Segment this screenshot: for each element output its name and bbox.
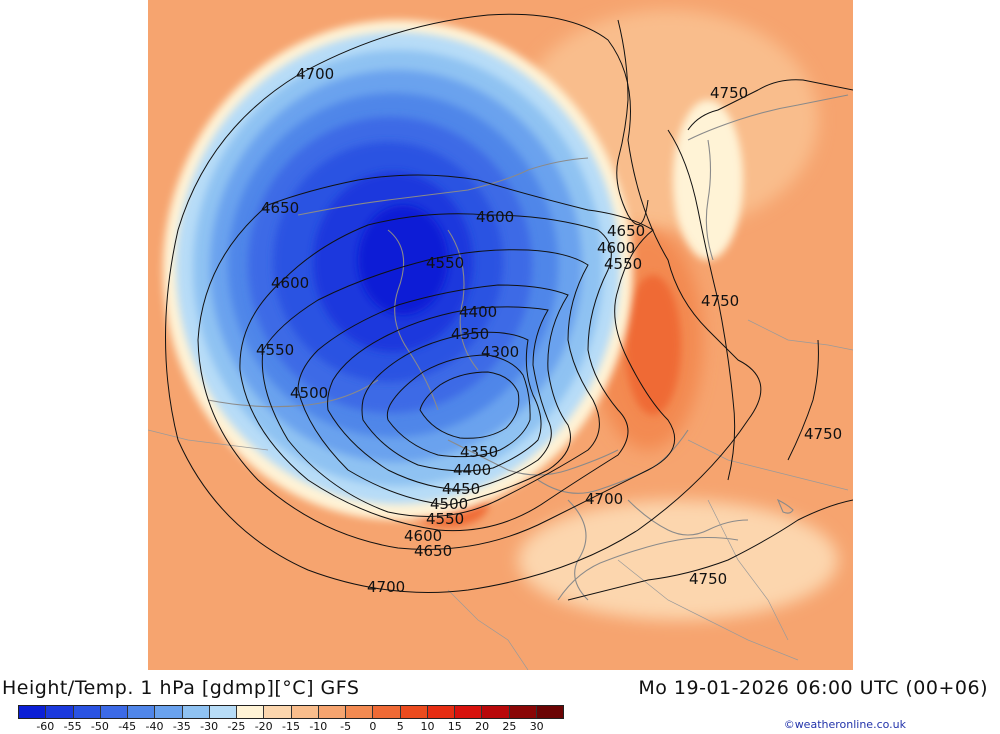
contour-label: 4650 [261,199,299,217]
legend-tick-label: -50 [90,720,109,733]
legend-tick-label: 20 [475,720,490,733]
contour-label: 4300 [481,343,519,361]
legend-tick-label: -15 [282,720,300,733]
contour-label: 4350 [460,443,498,461]
contour-label: 4550 [604,255,642,273]
contour-label: 4550 [426,510,464,528]
legend-swatch [128,706,156,718]
contour-label: 4500 [290,384,328,402]
legend-tick-label: -20 [254,720,273,733]
legend-tick-label: 10 [420,720,435,733]
legend-tick-label: 30 [529,720,544,733]
weather-map: 4700 4750 4650 4600 4650 4600 4550 4550 … [148,0,853,670]
contour-label: 4700 [585,490,623,508]
contour-label: 4550 [426,254,464,272]
legend-tick-label: -35 [172,720,191,733]
legend-swatch [46,706,74,718]
legend-tick-label: 0 [369,720,377,733]
legend-swatch [427,706,455,718]
coastlines [207,94,849,601]
legend-swatch [318,706,346,718]
forecast-datetime: Mo 19-01-2026 06:00 UTC (00+06) [638,677,988,699]
contour-label: 4550 [256,341,294,359]
height-temperature-map-svg: 4700 4750 4650 4600 4650 4600 4550 4550 … [148,0,853,670]
temperature-color-scale [18,705,564,719]
legend-tick-label: 5 [396,720,404,733]
legend-tick-label: -55 [63,720,82,733]
contour-label: 4750 [804,425,842,443]
legend-swatch [346,706,374,718]
contour-label: 4700 [296,65,334,83]
legend-swatch [19,706,47,718]
contour-label: 4600 [404,527,442,545]
contour-label: 4600 [271,274,309,292]
contour-label: 4750 [701,292,739,310]
legend-swatch [400,706,428,718]
color-scale-ticks: -60 -55 -50 -45 -40 -35 -30 -25 -20 -15 -10 -5 0 5 10 1… [0,720,600,734]
legend-swatch [264,706,292,718]
credit-link[interactable]: ©weatheronline.co.uk [783,718,906,731]
contour-label: 4500 [430,495,468,513]
legend-swatch [455,706,483,718]
contour-labels: 4700 4750 4650 4600 4650 4600 4550 4550 … [256,65,842,596]
height-contours [165,13,853,601]
legend-tick-label: -5 [340,720,352,733]
legend-swatch [237,706,265,718]
legend-swatch [373,706,401,718]
contour-label: 4600 [597,239,635,257]
contour-label: 4450 [442,480,480,498]
legend-swatch [291,706,319,718]
contour-label: 4600 [476,208,514,226]
contour-label: 4650 [607,222,645,240]
contour-label: 4400 [459,303,497,321]
legend-swatch [100,706,128,718]
contour-label: 4750 [710,84,748,102]
map-title: Height/Temp. 1 hPa [gdmp][°C] GFS [2,677,360,699]
legend-tick-label: -25 [227,720,246,733]
contour-label: 4700 [367,578,405,596]
legend-tick-label: -45 [118,720,137,733]
contour-label: 4350 [451,325,489,343]
legend-tick-label: 25 [502,720,517,733]
legend-swatch [509,706,537,718]
legend-swatch [73,706,101,718]
legend-tick-label: -30 [200,720,219,733]
country-borders [148,319,853,670]
contour-label: 4750 [689,570,727,588]
legend-swatch [536,706,563,718]
contour-label: 4650 [414,542,452,560]
legend-swatch [155,706,183,718]
legend-swatch [482,706,510,718]
contour-label: 4400 [453,461,491,479]
legend-tick-label: -40 [145,720,164,733]
legend-tick-label: -10 [309,720,328,733]
legend-swatch [182,706,210,718]
legend-swatch [209,706,237,718]
legend-tick-label: 15 [447,720,462,733]
legend-tick-label: -60 [36,720,55,733]
